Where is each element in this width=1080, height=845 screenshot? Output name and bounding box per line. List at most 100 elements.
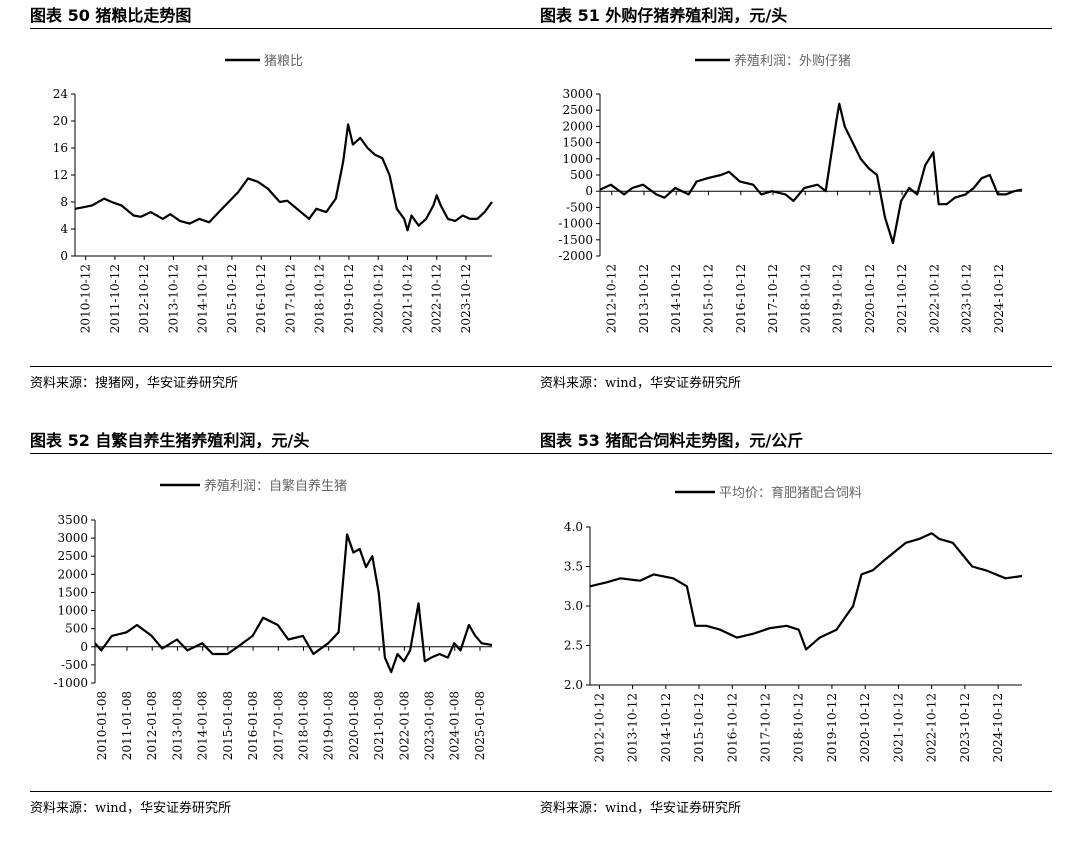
x-tick-label: 2016-10-12: [254, 264, 268, 333]
x-tick-label: 2015-10-12: [225, 264, 239, 333]
x-tick-label: 2019-10-12: [342, 264, 356, 333]
y-tick-label: 4: [60, 222, 68, 236]
legend-label: 平均价：育肥猪配合饲料: [719, 485, 862, 501]
chart-title: 图表 53 猪配合饲料走势图，元/公斤: [540, 431, 804, 450]
x-tick-label: 2019-01-08: [322, 691, 336, 760]
x-tick-label: 2013-10-12: [166, 264, 180, 333]
x-tick-label: 2014-10-12: [659, 693, 673, 762]
y-tick-label: 0: [60, 249, 68, 263]
x-tick-label: 2013-01-08: [170, 691, 184, 760]
chart-source: 资料来源：wind，华安证券研究所: [540, 801, 741, 816]
x-tick-label: 2016-10-12: [734, 264, 748, 333]
y-tick-label: 0: [585, 184, 593, 198]
title-rule: [540, 453, 1052, 454]
x-tick-label: 2024-10-12: [992, 264, 1006, 333]
panel-purchased-piglet-profit: 图表 51 外购仔猪养殖利润，元/头 -2000 -1500 -1000 -500 0 5…: [530, 0, 1060, 400]
x-tick-label: 2021-10-12: [895, 264, 909, 333]
x-tick-label: 2023-10-12: [459, 264, 473, 333]
x-tick-label: 2011-01-08: [120, 691, 134, 760]
y-tick-label: 3000: [562, 87, 593, 101]
x-tick-label: 2023-10-12: [958, 693, 972, 762]
title-rule: [30, 453, 542, 454]
x-tick-label: 2010-10-12: [79, 264, 93, 333]
compound-feed-price-chart: 2.0 2.5 3.0 3.5 4.0 2012-10-12 2013-10-12 2014-…: [564, 485, 1023, 762]
y-tick-label: -2000: [558, 249, 593, 263]
x-tick-label: 2018-01-08: [297, 691, 311, 760]
y-tick-label: -1000: [558, 217, 593, 231]
source-rule: [540, 366, 1052, 367]
x-tick-label: 2017-10-12: [759, 693, 773, 762]
x-tick-label: 2018-10-12: [798, 264, 812, 333]
y-tick-label: -1000: [53, 676, 88, 690]
chart-source: 资料来源：wind，华安证券研究所: [30, 801, 231, 816]
x-tick-label: 2012-01-08: [145, 691, 159, 760]
title-rule: [540, 28, 1052, 29]
panel-compound-feed-price: 图表 53 猪配合饲料走势图，元/公斤 2.0 2.5 3.0 3.5 4.0 2012-…: [530, 425, 1060, 825]
y-tick-label: 2.0: [564, 678, 583, 692]
y-tick-label: 1000: [57, 604, 88, 618]
chart-title: 图表 51 外购仔猪养殖利润，元/头: [540, 6, 788, 25]
x-tick-label: 2020-01-08: [347, 691, 361, 760]
y-tick-label: 500: [65, 622, 88, 636]
source-rule: [540, 791, 1052, 792]
x-tick-label: 2014-10-12: [669, 264, 683, 333]
chart-source: 资料来源：搜猪网，华安证券研究所: [30, 376, 239, 391]
x-tick-label: 2021-01-08: [372, 691, 386, 760]
x-tick-label: 2016-01-08: [246, 691, 260, 760]
title-rule: [30, 28, 542, 29]
x-tick-label: 2022-01-08: [397, 691, 411, 760]
series-line: [94, 533, 493, 674]
x-tick-label: 2022-10-12: [430, 264, 444, 333]
x-tick-label: 2012-10-12: [605, 264, 619, 333]
x-tick-label: 2013-10-12: [637, 264, 651, 333]
x-tick-label: 2022-10-12: [925, 693, 939, 762]
x-tick-label: 2023-10-12: [960, 264, 974, 333]
y-tick-label: 2500: [57, 549, 88, 563]
y-tick-label: 20: [53, 114, 68, 128]
series-line: [599, 102, 1023, 245]
x-tick-label: 2010-01-08: [95, 691, 109, 760]
chart-source: 资料来源：wind，华安证券研究所: [540, 376, 741, 391]
legend-label: 养殖利润：自繁自养生猪: [204, 478, 347, 494]
source-rule: [30, 366, 542, 367]
y-tick-label: 500: [570, 168, 593, 182]
x-tick-label: 2019-10-12: [825, 693, 839, 762]
panel-pig-grain-ratio: 图表 50 猪粮比走势图 0 4 8 12 16 20 24 2010-10-12 2011-1…: [20, 0, 550, 400]
chart-title: 图表 52 自繁自养生猪养殖利润，元/头: [30, 431, 310, 450]
y-tick-label: 1500: [57, 585, 88, 599]
y-tick-label: 0: [80, 640, 88, 654]
x-tick-label: 2015-01-08: [221, 691, 235, 760]
x-tick-label: 2020-10-12: [863, 264, 877, 333]
chart-title: 图表 50 猪粮比走势图: [30, 6, 192, 25]
y-tick-label: 8: [60, 195, 68, 209]
x-tick-label: 2025-01-08: [473, 691, 487, 760]
source-rule: [30, 791, 542, 792]
y-tick-label: -500: [566, 200, 593, 214]
legend-label: 养殖利润：外购仔猪: [734, 53, 851, 69]
x-tick-label: 2018-10-12: [313, 264, 327, 333]
x-tick-label: 2012-10-12: [137, 264, 151, 333]
y-tick-label: 2.5: [564, 639, 583, 653]
x-tick-label: 2018-10-12: [792, 693, 806, 762]
y-tick-label: 3500: [57, 513, 88, 527]
y-tick-label: -500: [61, 658, 88, 672]
x-tick-label: 2017-10-12: [283, 264, 297, 333]
series-line: [74, 123, 493, 232]
x-tick-label: 2021-10-12: [891, 693, 905, 762]
x-tick-label: 2024-01-08: [448, 691, 462, 760]
x-tick-label: 2021-10-12: [400, 264, 414, 333]
y-tick-label: 2500: [562, 103, 593, 117]
x-tick-label: 2017-01-08: [271, 691, 285, 760]
x-tick-label: 2016-10-12: [725, 693, 739, 762]
y-tick-label: 1000: [562, 152, 593, 166]
x-tick-label: 2015-10-12: [701, 264, 715, 333]
y-tick-label: 4.0: [564, 520, 583, 534]
y-tick-label: 3.0: [564, 599, 583, 613]
pig-grain-ratio-chart: 0 4 8 12 16 20 24 2010-10-12 2011-10-12 2012-10-1…: [53, 54, 493, 333]
purchased-piglet-profit-chart: -2000 -1500 -1000 -500 0 500 1000 1500 2000 2500 3…: [558, 53, 1023, 333]
x-tick-label: 2014-01-08: [196, 691, 210, 760]
x-tick-label: 2011-10-12: [108, 264, 122, 333]
y-tick-label: 16: [53, 141, 68, 155]
y-tick-label: 3.5: [564, 560, 583, 574]
x-tick-label: 2013-10-12: [626, 693, 640, 762]
